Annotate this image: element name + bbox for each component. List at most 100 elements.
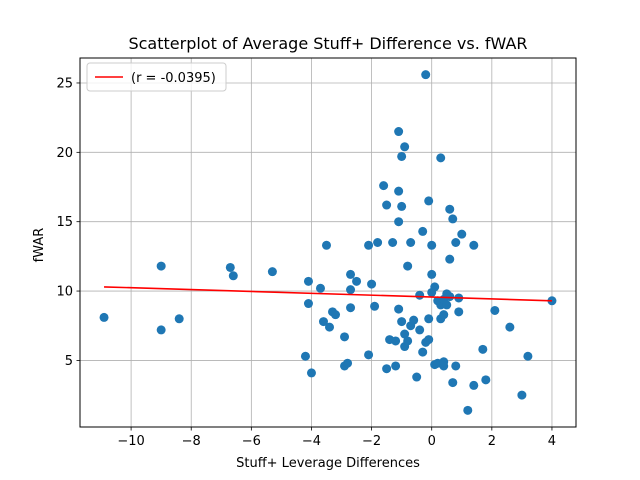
x-tick-label: −8 [182, 434, 201, 449]
data-point [400, 329, 410, 339]
regression-line-group [104, 286, 552, 302]
data-point [367, 279, 377, 289]
data-point [454, 307, 464, 317]
legend: (r = -0.0395) [86, 62, 227, 92]
data-point [409, 315, 419, 325]
data-point [421, 70, 431, 80]
data-point [469, 240, 479, 250]
data-point [391, 361, 401, 371]
data-point [397, 151, 407, 161]
data-point [397, 201, 407, 211]
data-point [343, 358, 353, 368]
y-axis-label: fWAR [32, 228, 47, 263]
plot-frame [79, 57, 577, 428]
x-tick-label: −10 [117, 434, 144, 449]
data-point [448, 378, 458, 388]
data-point [427, 240, 437, 250]
data-point [490, 305, 500, 315]
y-tick-label: 25 [56, 76, 73, 91]
data-point [391, 336, 401, 346]
x-tick-label: −2 [362, 434, 381, 449]
data-point [228, 271, 238, 281]
data-point [406, 238, 416, 247]
data-point [427, 269, 437, 279]
legend-regression-label: (r = -0.0395) [131, 71, 216, 86]
data-point [325, 322, 335, 332]
data-point [439, 357, 449, 367]
data-point [364, 240, 374, 250]
data-point [418, 347, 428, 357]
data-point [306, 368, 316, 378]
x-tick-label: 2 [488, 434, 496, 449]
data-point [436, 153, 446, 163]
data-point [394, 217, 404, 227]
regression-line [104, 286, 552, 302]
data-point [415, 290, 425, 300]
data-point [412, 372, 422, 382]
data-point [99, 312, 109, 322]
data-point [364, 350, 374, 360]
data-point [156, 325, 166, 335]
data-point [448, 214, 458, 224]
data-point [415, 325, 425, 335]
data-point [321, 240, 331, 250]
data-point [430, 282, 440, 292]
data-point [382, 364, 392, 374]
data-point [379, 181, 389, 191]
x-tick-label: 0 [428, 434, 436, 449]
data-point [439, 310, 449, 320]
x-tick-label: −6 [242, 434, 261, 449]
data-point [463, 405, 473, 415]
y-tick-label: 20 [56, 146, 73, 161]
x-axis-label: Stuff+ Leverage Differences [236, 456, 420, 471]
x-axis-ticks: −10 −8 −6 −4 −2 0 2 4 [117, 427, 556, 449]
data-point [445, 204, 455, 214]
data-point [481, 375, 491, 385]
data-point [303, 276, 313, 286]
data-point [403, 261, 413, 271]
data-point [394, 304, 404, 314]
data-point [373, 238, 383, 247]
data-points [99, 70, 557, 415]
data-point [225, 262, 235, 272]
data-point [403, 336, 413, 346]
data-point [451, 361, 461, 371]
y-tick-label: 15 [56, 215, 73, 230]
data-point [352, 276, 362, 286]
data-point [156, 261, 166, 271]
data-point [331, 310, 341, 320]
data-point [478, 344, 488, 354]
data-point [451, 238, 461, 247]
data-point [424, 335, 434, 345]
data-point [315, 283, 325, 293]
y-tick-label: 10 [56, 285, 73, 300]
data-point [346, 285, 356, 295]
data-point [442, 300, 452, 310]
data-point [303, 299, 313, 309]
legend-box [86, 62, 227, 92]
data-point [424, 196, 434, 206]
data-point [424, 314, 434, 324]
data-point [457, 229, 467, 239]
data-point [174, 314, 184, 324]
data-point [469, 380, 479, 390]
data-point [523, 351, 533, 361]
x-tick-label: 4 [548, 434, 556, 449]
data-point [318, 317, 328, 327]
y-axis-ticks: 5 10 15 20 25 [56, 76, 80, 369]
data-point [346, 303, 356, 313]
x-tick-label: −4 [302, 434, 321, 449]
data-point [397, 317, 407, 327]
data-point [394, 186, 404, 196]
data-point [340, 332, 350, 342]
data-point [388, 238, 398, 247]
y-tick-label: 5 [65, 354, 73, 369]
data-point [382, 200, 392, 210]
data-point [346, 269, 356, 279]
data-point [394, 127, 404, 137]
data-point [505, 322, 515, 332]
data-point [300, 351, 310, 361]
chart-title: Scatterplot of Average Stuff+ Difference… [128, 34, 527, 53]
data-point [517, 390, 527, 400]
